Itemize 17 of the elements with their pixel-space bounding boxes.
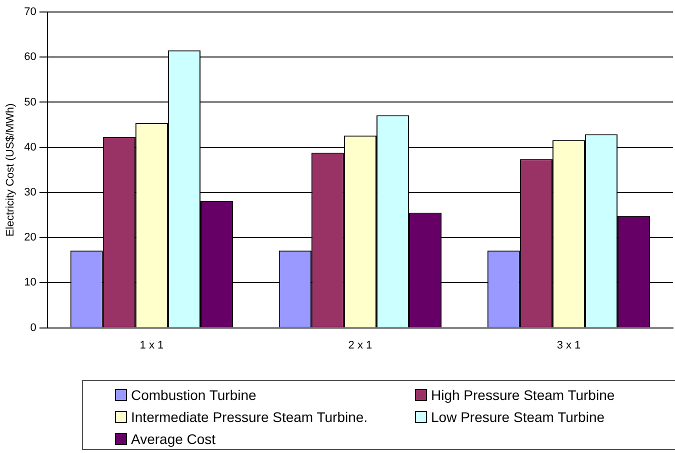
legend-label: Intermediate Pressure Steam Turbine. bbox=[131, 409, 368, 425]
y-tick-label: 30 bbox=[24, 186, 36, 198]
legend-label: Combustion Turbine bbox=[131, 387, 256, 403]
y-tick-label: 40 bbox=[24, 141, 36, 154]
y-tick-label: 60 bbox=[24, 51, 36, 64]
y-axis-title: Electricity Cost (US$/MWh) bbox=[4, 103, 17, 237]
x-tick-label: 3 x 1 bbox=[556, 339, 581, 352]
legend-label: High Pressure Steam Turbine bbox=[431, 387, 615, 403]
y-tick-label: 20 bbox=[24, 232, 36, 244]
y-tick-label: 10 bbox=[24, 276, 36, 289]
legend-label: Low Presure Steam Turbine bbox=[431, 409, 605, 425]
legend-label: Average Cost bbox=[131, 431, 216, 447]
x-tick-label: 1 x 1 bbox=[140, 339, 164, 352]
y-tick-label: 70 bbox=[24, 6, 36, 18]
y-tick-label: 0 bbox=[30, 322, 36, 334]
y-tick-label: 50 bbox=[24, 96, 36, 108]
x-tick-label: 2 x 1 bbox=[348, 339, 372, 352]
